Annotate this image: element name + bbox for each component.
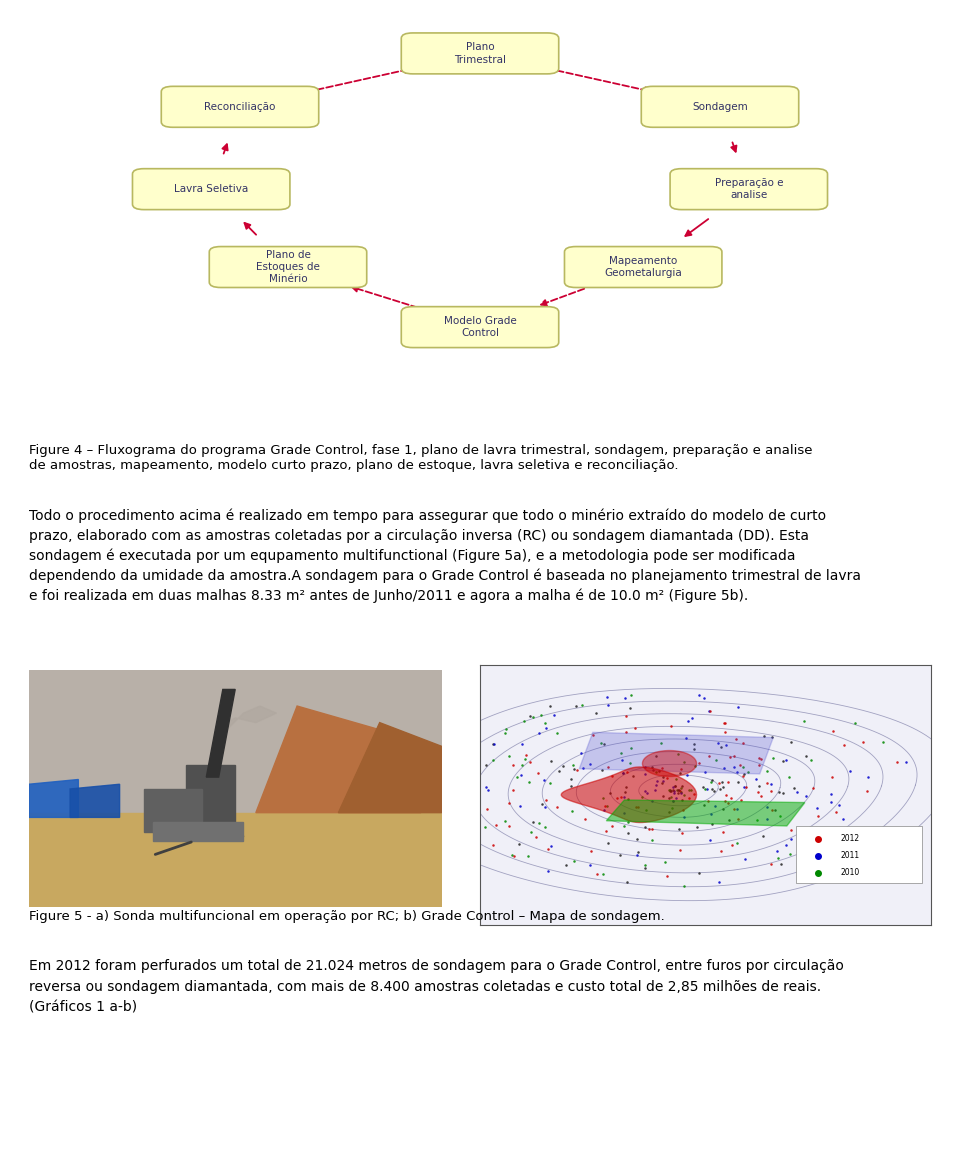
Text: Reconciliação: Reconciliação	[204, 102, 276, 112]
Text: Todo o procedimento acima é realizado em tempo para assegurar que todo o minério: Todo o procedimento acima é realizado em…	[29, 509, 861, 603]
Text: 2012: 2012	[841, 835, 860, 844]
Text: Modelo Grade
Control: Modelo Grade Control	[444, 316, 516, 339]
Polygon shape	[215, 706, 276, 729]
Polygon shape	[338, 722, 442, 813]
Bar	[153, 822, 244, 842]
FancyBboxPatch shape	[564, 246, 722, 288]
Text: Figure 5 - a) Sonda multifuncional em operação por RC; b) Grade Control – Mapa d: Figure 5 - a) Sonda multifuncional em op…	[29, 910, 664, 922]
FancyBboxPatch shape	[209, 246, 367, 288]
Text: Em 2012 foram perfurados um total de 21.024 metros de sondagem para o Grade Cont: Em 2012 foram perfurados um total de 21.…	[29, 959, 844, 1015]
Polygon shape	[70, 784, 120, 817]
FancyBboxPatch shape	[161, 87, 319, 127]
Text: Sondagem: Sondagem	[692, 102, 748, 112]
Bar	[796, 825, 923, 883]
FancyBboxPatch shape	[132, 169, 290, 209]
Text: Lavra Seletiva: Lavra Seletiva	[174, 184, 249, 194]
Text: Figure 4 – Fluxograma do programa Grade Control, fase 1, plano de lavra trimestr: Figure 4 – Fluxograma do programa Grade …	[29, 444, 812, 472]
Bar	[185, 765, 235, 837]
Ellipse shape	[210, 831, 244, 842]
FancyBboxPatch shape	[401, 32, 559, 74]
Polygon shape	[206, 689, 235, 777]
Polygon shape	[579, 733, 774, 775]
Text: 2010: 2010	[841, 868, 860, 877]
Bar	[29, 670, 442, 813]
Polygon shape	[642, 750, 697, 777]
FancyBboxPatch shape	[641, 87, 799, 127]
Ellipse shape	[178, 831, 210, 842]
Polygon shape	[607, 800, 804, 825]
Polygon shape	[29, 779, 79, 817]
Text: 2011: 2011	[841, 851, 860, 860]
Text: Mapeamento
Geometalurgia: Mapeamento Geometalurgia	[605, 255, 682, 279]
FancyArrowPatch shape	[156, 842, 191, 854]
FancyBboxPatch shape	[670, 169, 828, 209]
Bar	[144, 788, 203, 831]
Text: Plano
Trimestral: Plano Trimestral	[454, 43, 506, 65]
Text: Plano de
Estoques de
Minério: Plano de Estoques de Minério	[256, 250, 320, 284]
Polygon shape	[255, 706, 420, 813]
Polygon shape	[562, 766, 697, 823]
Text: Preparação e
analise: Preparação e analise	[714, 178, 783, 200]
Bar	[29, 813, 442, 907]
FancyBboxPatch shape	[401, 306, 559, 348]
